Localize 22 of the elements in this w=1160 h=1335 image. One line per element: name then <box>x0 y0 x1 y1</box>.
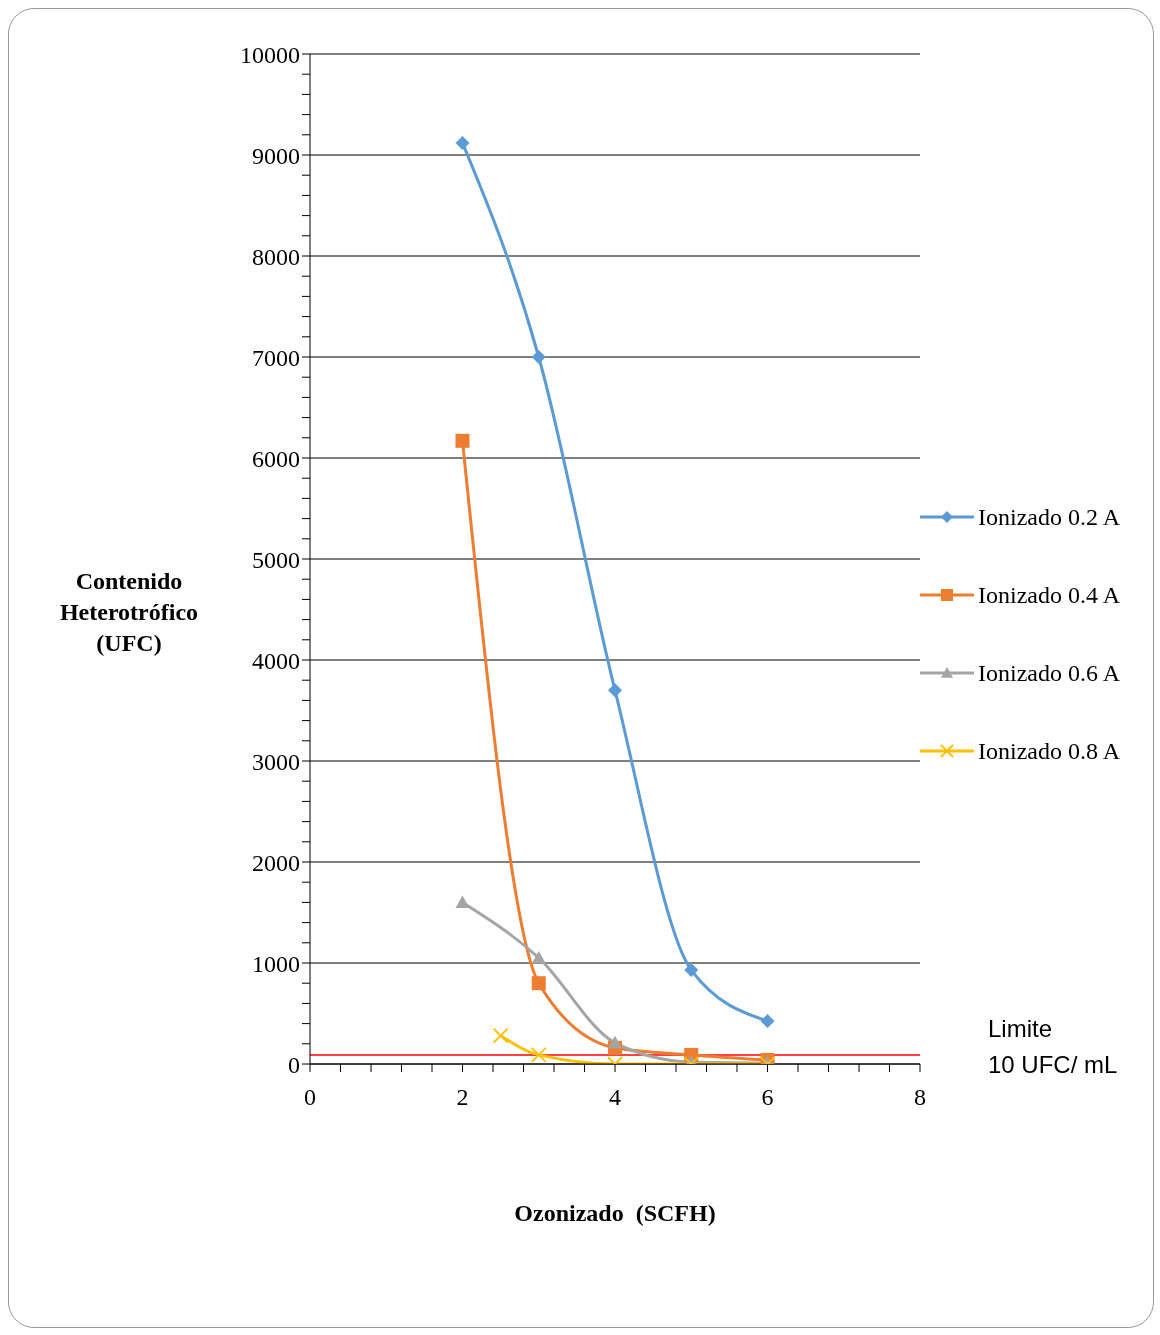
y-tick-label: 9000 <box>252 142 300 169</box>
x-tick-label: 6 <box>761 1084 774 1111</box>
y-tick-label: 4000 <box>252 647 300 674</box>
y-tick-label: 0 <box>288 1051 300 1078</box>
y-axis-title: Contenido Heterotrófico (UFC) <box>58 567 200 658</box>
y-tick-label: 7000 <box>252 344 300 371</box>
legend-label: Ionizado 0.2 A <box>978 503 1120 531</box>
y-tick-label: 10000 <box>240 41 300 68</box>
x-tick-label: 2 <box>456 1084 469 1111</box>
y-tick-label: 1000 <box>252 950 300 977</box>
y-tick-label: 5000 <box>252 546 300 573</box>
legend-label: Ionizado 0.8 A <box>978 737 1120 765</box>
x-axis-title: Ozonizado (SCFH) <box>513 1200 717 1227</box>
legend-label: Ionizado 0.6 A <box>978 659 1120 687</box>
x-tick-label: 8 <box>914 1084 926 1111</box>
y-tick-label: 6000 <box>252 445 300 472</box>
legend-label: Ionizado 0.4 A <box>978 581 1120 609</box>
y-tick-label: 2000 <box>252 849 300 876</box>
y-tick-label: 3000 <box>252 748 300 775</box>
x-tick-label: 4 <box>609 1084 621 1111</box>
y-tick-label: 8000 <box>252 243 300 270</box>
ref-line-label: Limite 10 UFC/ mL <box>988 1014 1118 1078</box>
